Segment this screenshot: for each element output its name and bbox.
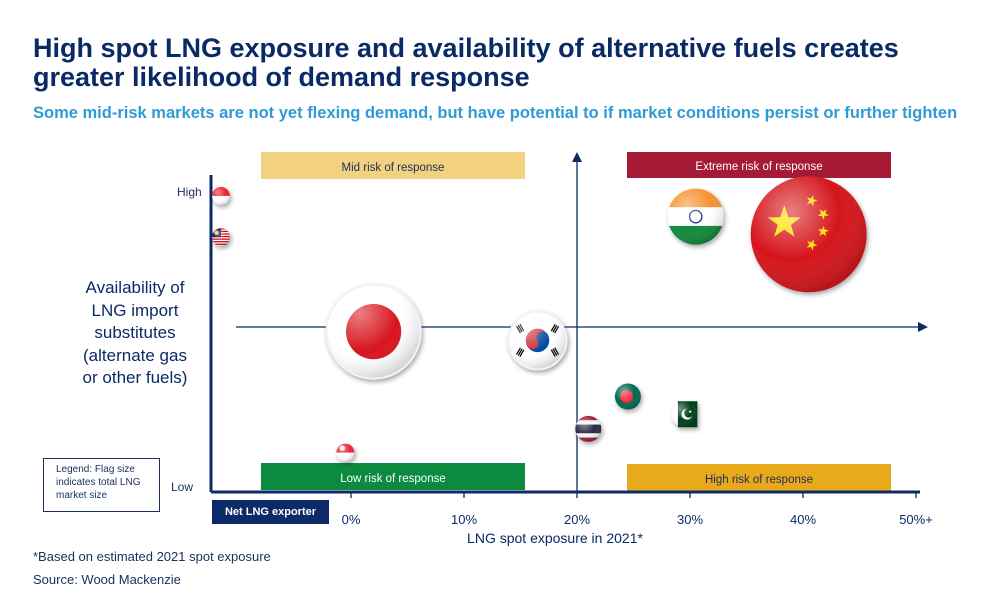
- quadrant-mid-risk-banner: [261, 152, 525, 179]
- flag-markers: [212, 176, 867, 462]
- flag-singapore: [336, 443, 355, 462]
- y-tick-low: Low: [171, 480, 194, 494]
- quadrant-low-risk-banner: [261, 463, 525, 490]
- flag-malaysia: [212, 228, 230, 247]
- flag-pakistan: [671, 401, 698, 428]
- center-horizontal-arrow: [918, 322, 928, 332]
- x-ticks: 0% 10% 20% 30% 40% 50%+: [342, 492, 933, 527]
- legend-text: Legend: Flag size indicates total LNG ma…: [56, 464, 141, 501]
- flag-thailand: [575, 415, 602, 442]
- quadrant-extreme-risk-banner: [627, 152, 891, 178]
- page-subtitle: Some mid-risk markets are not yet flexin…: [33, 104, 958, 122]
- flag-india: [667, 188, 724, 245]
- x-tick-label: 20%: [564, 512, 590, 527]
- page-title: High spot LNG exposure and availability …: [33, 33, 899, 92]
- flag-south-korea: [507, 310, 568, 371]
- quadrant-extreme-risk-label: Extreme risk of response: [695, 161, 822, 173]
- quadrant-high-risk-banner: [627, 464, 891, 491]
- x-tick-label: 30%: [677, 512, 703, 527]
- quadrant-low-risk-label: Low risk of response: [340, 473, 445, 485]
- y-axis-label: Availability of LNG import substitutes (…: [82, 278, 188, 387]
- x-tick-label: 40%: [790, 512, 816, 527]
- flag-china: [750, 176, 867, 293]
- x-tick-label: 0%: [342, 512, 361, 527]
- legend-box: Legend: Flag size indicates total LNG ma…: [43, 458, 160, 512]
- quadrant-mid-risk-label: Mid risk of response: [342, 162, 445, 174]
- flag-japan: [325, 283, 422, 380]
- flag-bangladesh: [614, 383, 641, 410]
- x-axis-label: LNG spot exposure in 2021*: [467, 530, 643, 546]
- x-tick-label: 50%+: [899, 512, 933, 527]
- flag-singapore-top: [212, 186, 230, 205]
- y-tick-high: High: [177, 185, 202, 199]
- net-lng-exporter-label: Net LNG exporter: [212, 500, 329, 524]
- footnote: *Based on estimated 2021 spot exposure: [33, 549, 271, 564]
- x-tick-label: 10%: [451, 512, 477, 527]
- center-vertical-arrow: [572, 152, 582, 162]
- quadrant-high-risk-label: High risk of response: [705, 474, 813, 486]
- source-note: Source: Wood Mackenzie: [33, 572, 181, 587]
